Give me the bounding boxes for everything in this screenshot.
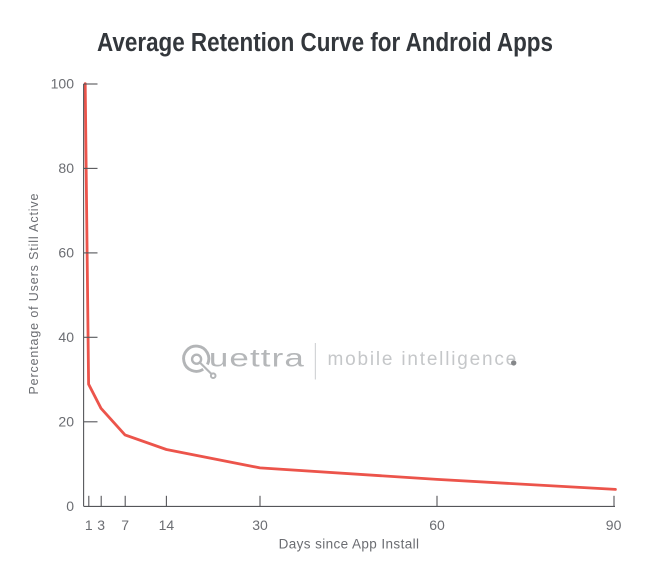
svg-text:100: 100: [51, 76, 75, 92]
svg-text:20: 20: [58, 414, 74, 430]
svg-text:Days since App Install: Days since App Install: [279, 537, 420, 552]
svg-text:90: 90: [606, 517, 622, 533]
svg-text:60: 60: [429, 517, 445, 533]
svg-text:3: 3: [97, 517, 105, 533]
svg-text:mobile intelligence: mobile intelligence: [328, 349, 519, 370]
svg-text:80: 80: [58, 160, 74, 176]
svg-text:60: 60: [58, 245, 74, 261]
svg-text:1: 1: [85, 517, 93, 533]
svg-text:14: 14: [159, 517, 175, 533]
svg-text:30: 30: [252, 517, 268, 533]
svg-text:40: 40: [58, 329, 74, 345]
svg-text:Percentage of Users Still Acti: Percentage of Users Still Active: [27, 193, 41, 395]
svg-text:0: 0: [66, 498, 74, 514]
svg-text:Average Retention Curve for An: Average Retention Curve for Android Apps: [97, 29, 553, 58]
svg-text:7: 7: [121, 517, 129, 533]
svg-text:uettra: uettra: [209, 344, 305, 372]
